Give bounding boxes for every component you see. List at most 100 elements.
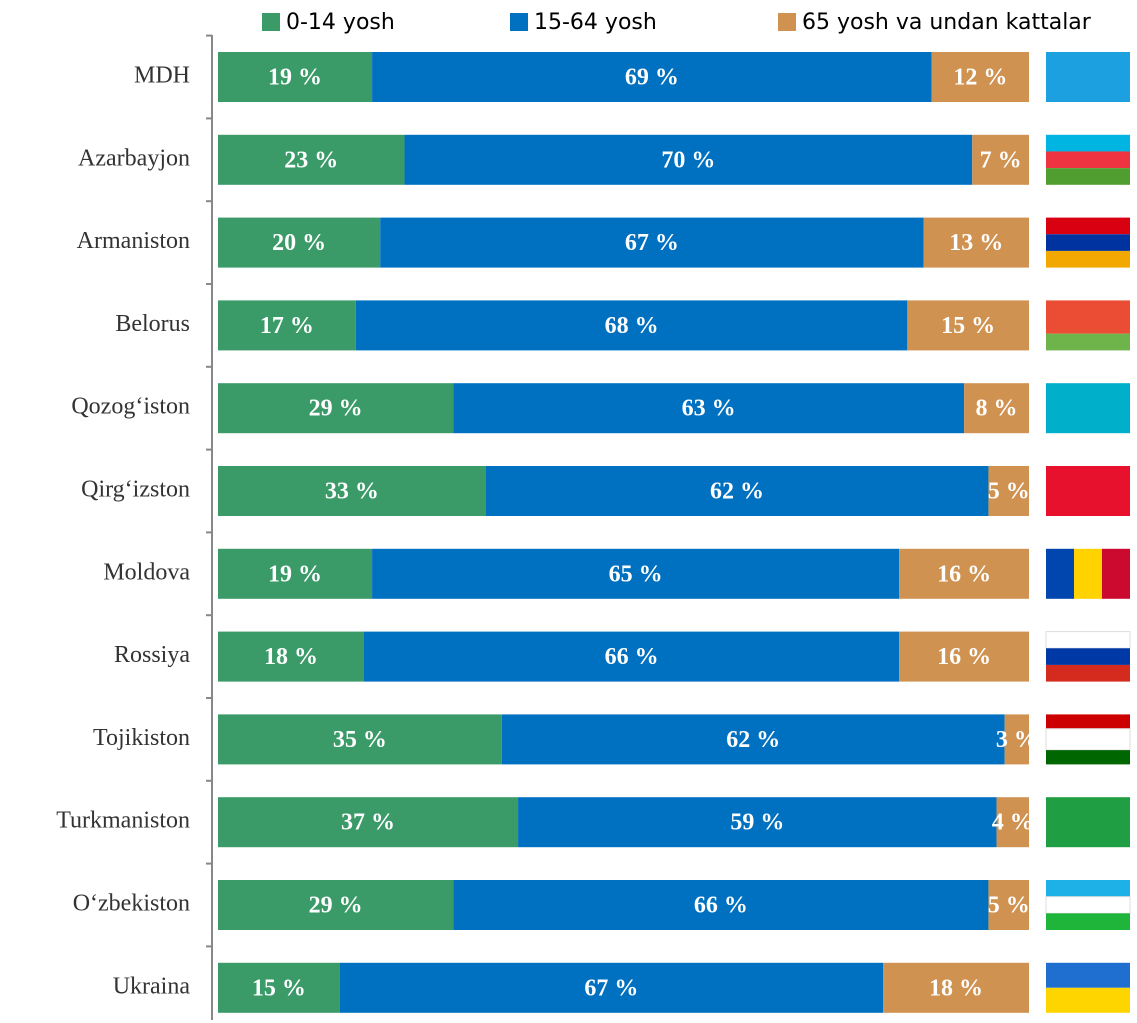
flag — [1046, 383, 1130, 434]
category-label: Qozog‘iston — [71, 394, 190, 420]
bar-segment — [899, 631, 1029, 682]
bar-segment — [339, 962, 884, 1013]
data-label: 63 % — [682, 396, 736, 422]
flag — [1046, 987, 1130, 1013]
legend-swatch — [262, 13, 280, 31]
bar-segment — [372, 52, 932, 102]
data-label: 65 % — [609, 561, 663, 587]
bar-segment — [218, 52, 373, 102]
data-label: 5 % — [988, 479, 1030, 505]
flag — [1046, 962, 1130, 988]
data-label: 16 % — [937, 644, 991, 670]
flag — [1046, 134, 1130, 152]
data-label: 23 % — [284, 147, 338, 173]
data-label: 20 % — [272, 230, 326, 256]
flag — [1046, 548, 1074, 599]
data-label: 70 % — [661, 147, 715, 173]
flag — [1046, 797, 1130, 848]
data-label: 19 % — [268, 65, 322, 91]
data-label: 12 % — [953, 65, 1007, 91]
bar-segment — [404, 134, 973, 185]
bar-segment — [218, 631, 364, 682]
bar-segment — [988, 880, 1029, 930]
data-label: 29 % — [309, 396, 363, 422]
flag — [1074, 548, 1102, 599]
bar-segment — [1004, 714, 1029, 765]
data-label: 66 % — [605, 644, 659, 670]
category-label: Turkmaniston — [56, 808, 190, 834]
bar-segment — [972, 134, 1029, 185]
data-label: 13 % — [949, 230, 1003, 256]
bar-segment — [380, 217, 924, 268]
bar-segment — [218, 880, 454, 930]
legend-label: 0-14 yosh — [286, 10, 395, 35]
data-label: 62 % — [710, 479, 764, 505]
category-label: MDH — [134, 63, 190, 89]
data-label: 62 % — [726, 727, 780, 753]
data-label: 59 % — [730, 810, 784, 836]
data-label: 17 % — [260, 313, 314, 339]
data-label: 4 % — [992, 810, 1034, 836]
bar-segment — [899, 548, 1029, 599]
flag — [1046, 750, 1130, 765]
category-label: Belorus — [115, 311, 190, 337]
data-label: 68 % — [605, 313, 659, 339]
bar-segment — [218, 548, 373, 599]
data-label: 66 % — [694, 893, 748, 919]
legend-swatch — [510, 13, 528, 31]
bar-segment — [218, 383, 454, 434]
flag — [1046, 52, 1130, 102]
bar-segment — [218, 466, 486, 516]
flag — [1046, 168, 1130, 185]
bar-segment — [931, 52, 1029, 102]
bar-segment — [453, 383, 965, 434]
bar-segment — [372, 548, 900, 599]
flag — [1046, 250, 1130, 268]
bar-segment — [218, 134, 405, 185]
category-label: O‘zbekiston — [73, 891, 190, 917]
bar-segment — [518, 797, 997, 848]
data-label: 69 % — [625, 65, 679, 91]
data-label: 67 % — [625, 230, 679, 256]
bar-segment — [964, 383, 1029, 434]
bar-segment — [218, 300, 356, 351]
legend-label: 15-64 yosh — [534, 10, 657, 35]
data-label: 29 % — [309, 893, 363, 919]
data-label: 67 % — [584, 975, 638, 1001]
data-label: 15 % — [941, 313, 995, 339]
flag — [1046, 664, 1130, 682]
category-label: Armaniston — [77, 228, 190, 254]
legend-label: 65 yosh va undan kattalar — [802, 10, 1092, 35]
flag — [1045, 728, 1131, 751]
data-label: 18 % — [264, 644, 318, 670]
bar-segment — [988, 466, 1029, 516]
bar-segment — [996, 797, 1029, 848]
flag — [1046, 913, 1130, 930]
data-label: 33 % — [325, 479, 379, 505]
bar-segment — [907, 300, 1029, 351]
flag — [1046, 217, 1130, 235]
bar-segment — [923, 217, 1029, 268]
category-label: Tojikiston — [93, 725, 190, 751]
flag — [1046, 648, 1130, 665]
flag — [1046, 333, 1130, 351]
data-label: 8 % — [976, 396, 1018, 422]
bar-segment — [218, 714, 502, 765]
flag — [1102, 548, 1130, 599]
data-label: 16 % — [937, 561, 991, 587]
data-label: 37 % — [341, 810, 395, 836]
data-label: 3 % — [996, 727, 1038, 753]
data-label: 15 % — [252, 975, 306, 1001]
category-label: Ukraina — [113, 973, 191, 999]
data-label: 7 % — [980, 147, 1022, 173]
flag — [1046, 300, 1130, 334]
flag — [1046, 466, 1130, 516]
bar-segment — [485, 466, 989, 516]
bar-segment — [363, 631, 900, 682]
bar-segment — [218, 217, 381, 268]
flag — [1046, 234, 1130, 251]
flag — [1046, 151, 1130, 169]
bar-segment — [883, 962, 1029, 1013]
category-label: Moldova — [103, 559, 190, 585]
